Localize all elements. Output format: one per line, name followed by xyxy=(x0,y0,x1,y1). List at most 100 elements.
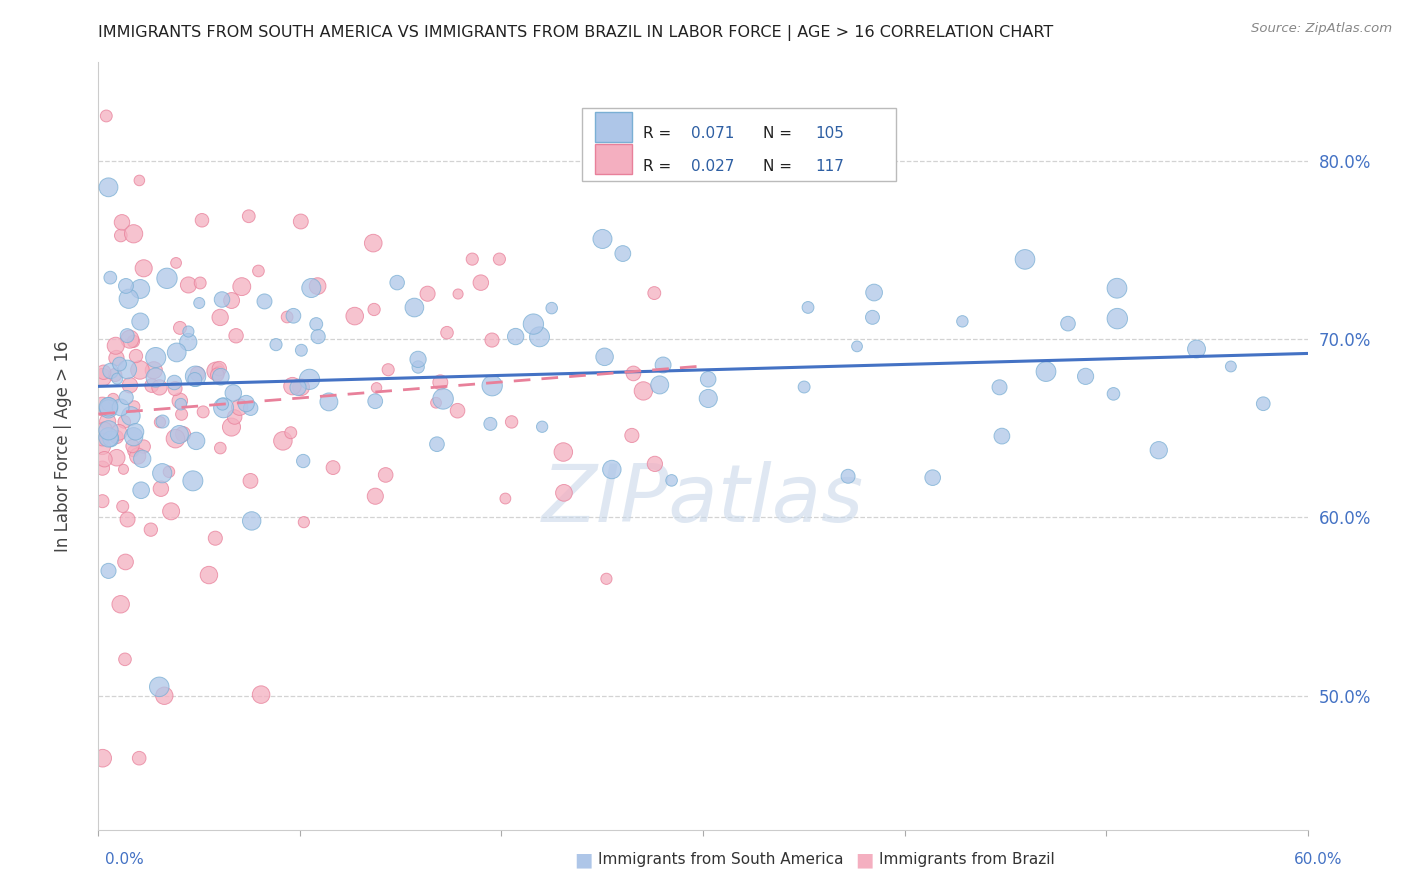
Point xyxy=(1102,387,1125,401)
Point xyxy=(150,466,173,480)
Point xyxy=(505,329,527,343)
Point xyxy=(529,330,551,344)
Point xyxy=(207,368,229,382)
Point xyxy=(1107,311,1129,326)
Point xyxy=(114,555,136,569)
Point xyxy=(318,395,340,409)
Point xyxy=(128,751,150,765)
Point xyxy=(141,378,163,392)
Point xyxy=(97,401,120,416)
Point xyxy=(93,423,115,437)
Point xyxy=(177,277,200,292)
Point xyxy=(91,751,114,765)
Y-axis label: In Labor Force | Age > 16: In Labor Force | Age > 16 xyxy=(53,340,72,552)
Point xyxy=(211,397,233,411)
Text: Immigrants from South America: Immigrants from South America xyxy=(598,853,844,867)
Point xyxy=(247,264,270,278)
Point xyxy=(177,325,200,339)
Point xyxy=(446,403,468,417)
Point xyxy=(163,376,186,390)
Point xyxy=(426,437,449,451)
Point xyxy=(105,430,128,444)
Point xyxy=(228,401,250,415)
Point xyxy=(436,326,458,340)
Point xyxy=(96,109,118,123)
Point xyxy=(118,292,141,306)
Point xyxy=(846,339,869,353)
Point xyxy=(620,428,643,442)
Point xyxy=(97,430,120,444)
Point xyxy=(177,334,200,349)
Point xyxy=(239,474,262,488)
Point xyxy=(221,293,243,308)
Point xyxy=(1035,365,1057,379)
Point xyxy=(191,213,214,227)
Text: ZIPatlas: ZIPatlas xyxy=(541,460,865,539)
Point xyxy=(793,380,815,394)
Point xyxy=(553,486,575,500)
Point xyxy=(1185,342,1208,356)
Point xyxy=(91,494,114,508)
Point xyxy=(595,572,617,586)
Text: 0.0%: 0.0% xyxy=(105,852,145,867)
Point xyxy=(128,173,150,187)
Point xyxy=(97,423,120,437)
Point xyxy=(91,370,114,384)
Point xyxy=(239,401,262,416)
Point xyxy=(122,227,145,241)
Point xyxy=(122,430,145,444)
Text: N =: N = xyxy=(763,127,793,141)
Text: IMMIGRANTS FROM SOUTH AMERICA VS IMMIGRANTS FROM BRAZIL IN LABOR FORCE | AGE > 1: IMMIGRANTS FROM SOUTH AMERICA VS IMMIGRA… xyxy=(98,26,1053,41)
Point xyxy=(988,380,1011,394)
Point xyxy=(290,214,312,228)
Point xyxy=(188,276,211,290)
Point xyxy=(153,689,176,703)
Point xyxy=(124,425,146,439)
Point xyxy=(132,440,155,454)
Point xyxy=(305,317,328,331)
Point xyxy=(115,391,138,405)
Point xyxy=(110,597,132,611)
Point xyxy=(169,393,191,408)
Point xyxy=(105,450,128,465)
Point xyxy=(221,420,243,434)
Text: Immigrants from Brazil: Immigrants from Brazil xyxy=(879,853,1054,867)
Point xyxy=(593,350,616,364)
Point xyxy=(385,276,408,290)
Point xyxy=(204,531,226,545)
Point xyxy=(91,461,114,475)
Point xyxy=(461,252,484,266)
Point xyxy=(600,462,623,476)
Point xyxy=(224,409,246,424)
Point xyxy=(91,400,114,414)
Text: ■: ■ xyxy=(855,850,875,870)
Point xyxy=(522,317,544,331)
Point xyxy=(97,397,120,411)
Point xyxy=(276,310,298,324)
Point xyxy=(131,451,153,466)
Point xyxy=(110,401,132,415)
Point xyxy=(299,281,322,295)
Point xyxy=(287,380,309,394)
Point xyxy=(343,309,366,323)
Point xyxy=(97,564,120,578)
Point xyxy=(91,440,114,454)
Point xyxy=(432,392,454,406)
Point xyxy=(184,372,207,386)
FancyBboxPatch shape xyxy=(595,144,631,175)
Point xyxy=(117,362,139,376)
Point xyxy=(643,286,665,301)
Point xyxy=(93,452,115,467)
Point xyxy=(238,209,260,223)
Point xyxy=(374,467,396,482)
Point xyxy=(118,378,141,392)
Point xyxy=(363,302,385,317)
Point xyxy=(148,380,170,394)
Point xyxy=(253,294,276,309)
Point xyxy=(648,378,671,392)
Point xyxy=(110,228,132,243)
Point xyxy=(1014,252,1036,267)
Point xyxy=(235,396,257,410)
Point xyxy=(117,512,139,526)
Point xyxy=(211,293,233,307)
